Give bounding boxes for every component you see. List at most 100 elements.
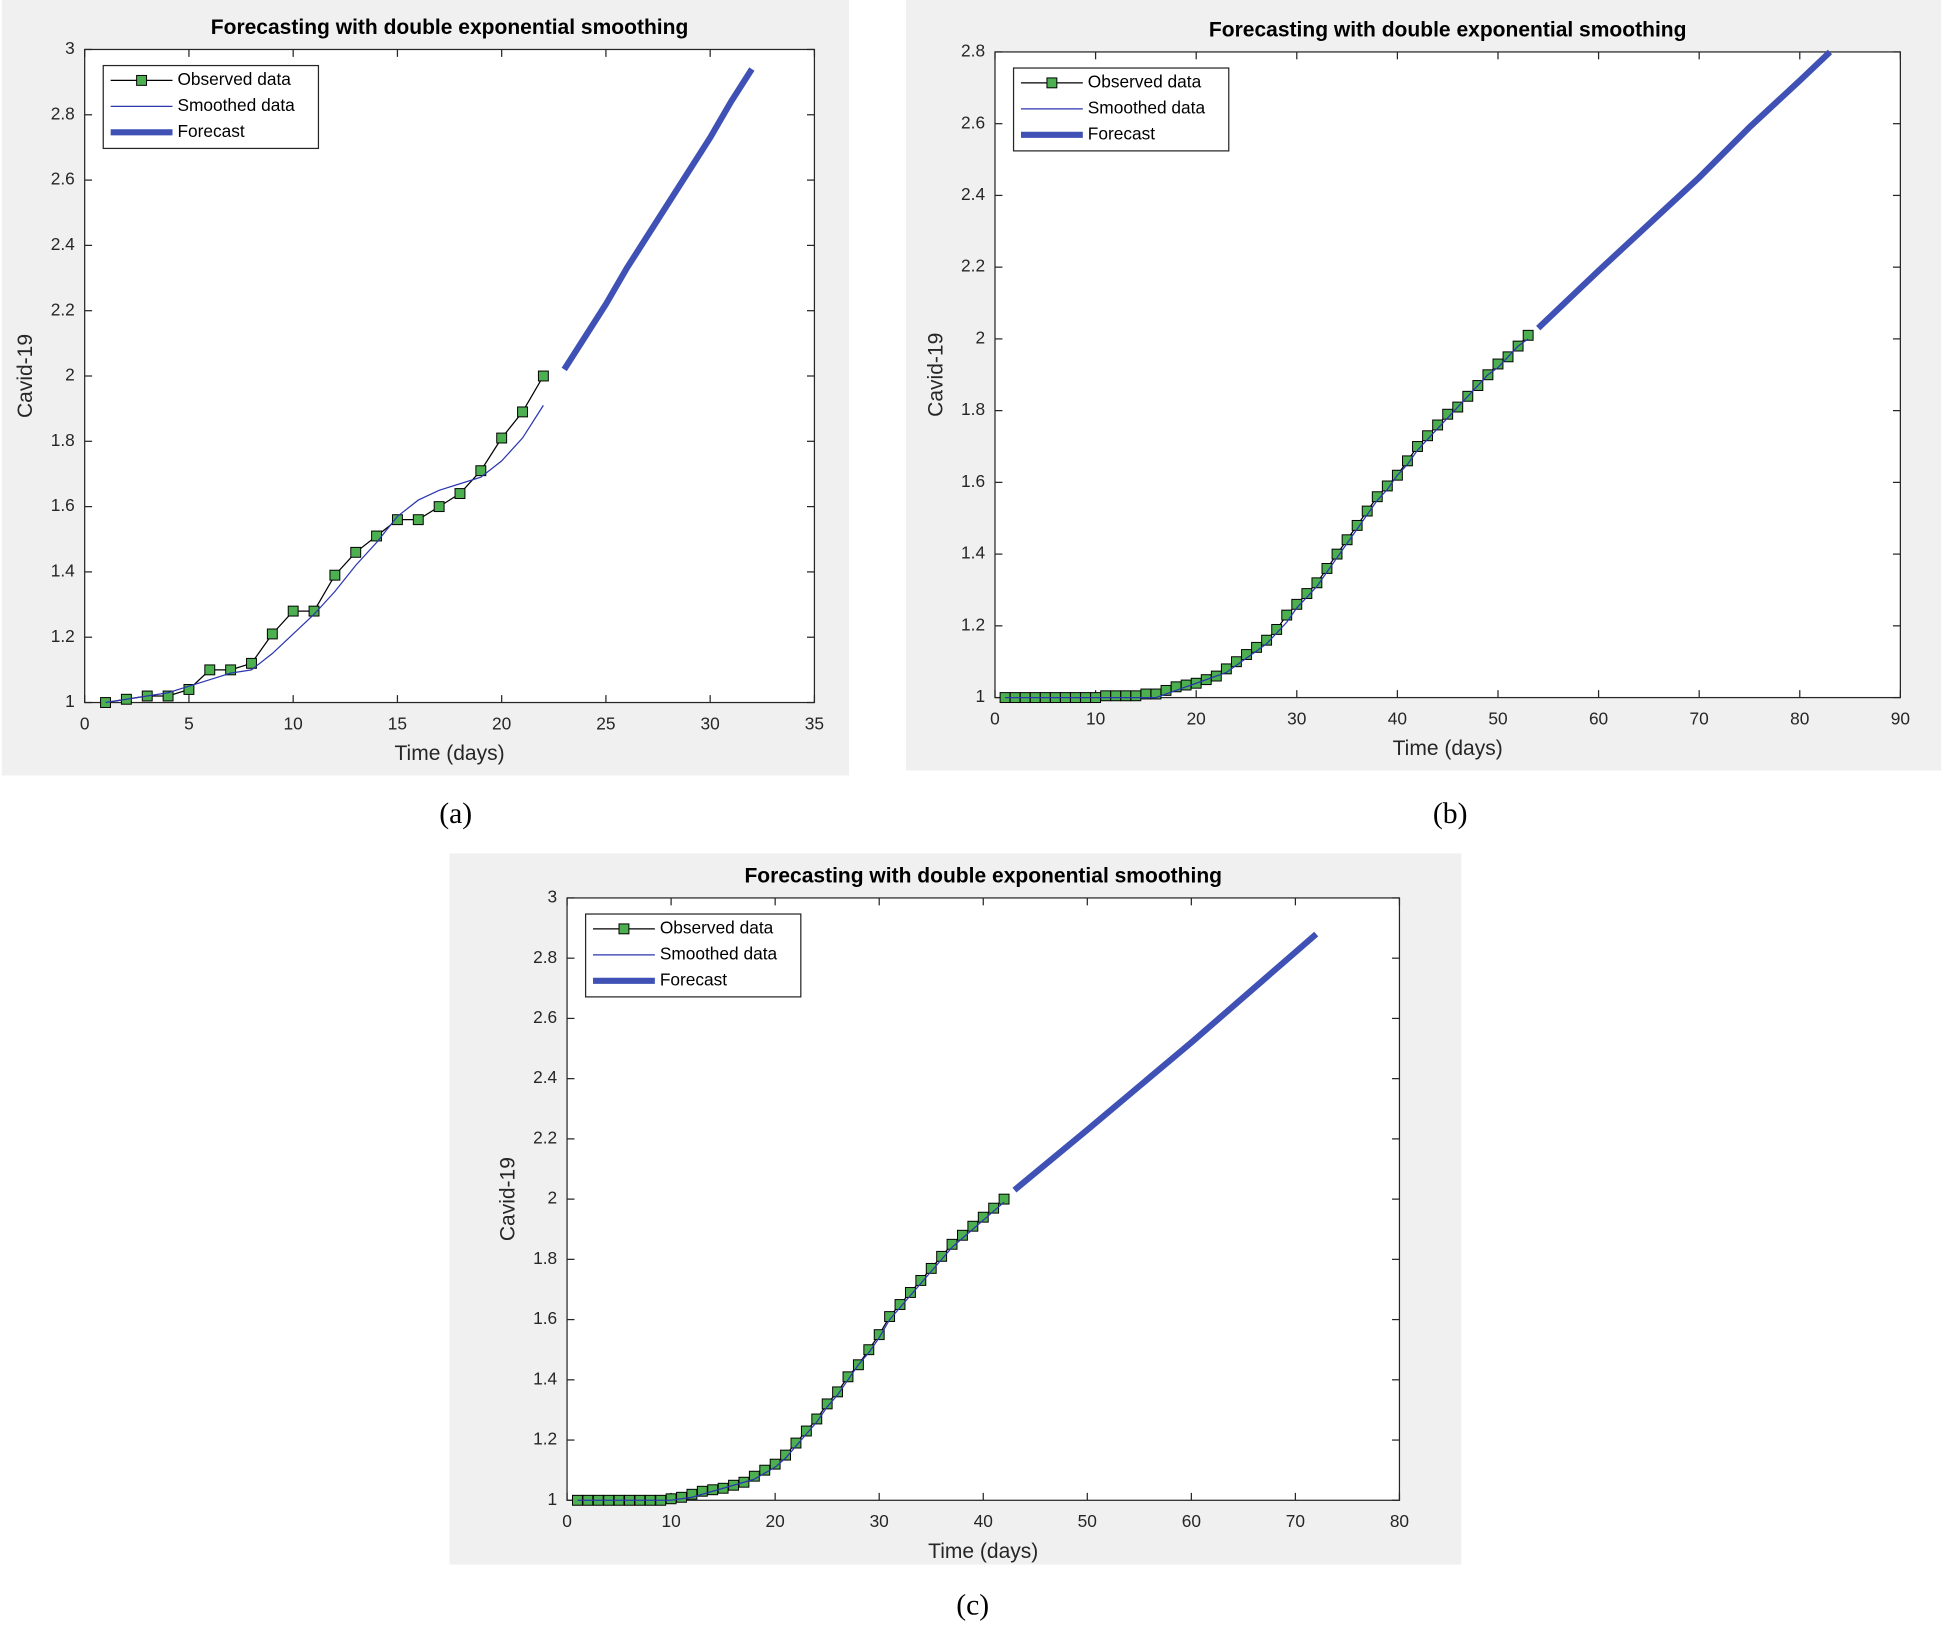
data-point [915,1274,927,1286]
chart-panel: 0 10 20 30 40 50 60 70 80 1 1.2 1.4 1.6 1.8 2 2.2 2.4 2.6… [449,853,1462,1622]
series-line [1536,49,1833,331]
x-tick-label: 90 [1891,708,1910,728]
plot-area [994,51,1901,699]
data-point [1291,598,1303,610]
data-point [1522,329,1534,341]
data-point [1120,690,1132,702]
data-point [412,514,424,526]
chart-title: Forecasting with double exponential smoo… [1209,18,1687,41]
data-point [665,1493,677,1505]
y-tick-label: 1.4 [533,1368,557,1388]
data-point [769,1458,781,1470]
data-point [1422,430,1434,442]
data-point [1381,480,1393,492]
series-line [1005,338,1529,699]
legend-marker [618,923,630,935]
chart-panel: 0 5 10 15 20 25 30 35 1 1.2 1.4 1.6 1.8 2 2.2 2.4 2.6 2.8… [1,0,850,830]
data-point [1412,441,1423,452]
data-point [967,1220,979,1232]
data-point [904,1287,916,1298]
x-tick-label: 40 [974,1511,993,1531]
y-tick-label: 2 [548,1188,558,1208]
y-tick-label: 2 [65,365,75,385]
x-tick-label: 20 [766,1511,785,1531]
legend-marker [136,74,148,86]
x-axis-label: Time (days) [928,1540,1038,1563]
data-point [371,530,383,542]
series-line [1012,931,1319,1193]
data-point [1371,491,1383,503]
chart-title: Forecasting with double exponential smoo… [744,864,1222,887]
y-tick-label: 2.2 [51,299,75,319]
legend-label: Observed data [660,917,774,937]
data-point [1492,358,1504,370]
data-point [1261,634,1273,646]
y-tick-label: 3 [548,887,558,907]
x-tick-label: 25 [596,713,615,733]
legend-marker [1046,77,1058,89]
data-point [246,657,257,669]
data-point [225,664,237,676]
legend-label: Forecast [660,969,727,989]
y-tick-label: 2.6 [533,1007,557,1027]
data-point [537,370,549,382]
data-point [998,1193,1010,1205]
data-point [936,1250,948,1262]
data-point [350,546,362,558]
y-tick-label: 2.2 [961,256,985,276]
data-point [811,1413,823,1425]
legend-label: Smoothed data [1088,97,1206,117]
legend-label: Forecast [177,121,244,141]
data-point [287,605,299,617]
legend-label: Observed data [1088,71,1202,91]
data-point [800,1425,812,1437]
y-axis-label: Cavid-19 [496,1157,519,1241]
data-point [1351,519,1363,531]
y-tick-label: 1 [975,686,985,706]
x-axis-label: Time (days) [1393,737,1503,760]
x-tick-label: 20 [492,713,511,733]
data-point [946,1238,958,1250]
chart-title: Forecasting with double exponential smoo… [211,16,689,39]
x-tick-label: 40 [1388,708,1407,728]
data-point [1361,505,1373,517]
x-tick-label: 80 [1790,708,1809,728]
chart-panel: 0 10 20 30 40 50 60 70 80 90 1 1.2 1.4 1.6 1.8 2 2.2 2.4 2… [905,0,1942,830]
data-point [1321,563,1333,574]
y-tick-label: 1.6 [51,495,75,515]
data-point [977,1211,989,1223]
y-tick-label: 2.8 [533,947,557,967]
data-point [988,1202,1000,1214]
y-tick-label: 1.6 [533,1308,557,1328]
data-point [686,1488,698,1500]
x-tick-label: 0 [80,713,90,733]
data-point [1311,577,1323,589]
y-tick-label: 1.4 [961,543,985,563]
y-tick-label: 1.2 [533,1429,557,1449]
x-tick-label: 0 [990,708,1000,728]
data-point [1432,419,1444,431]
data-point [842,1371,854,1383]
x-tick-label: 5 [184,713,194,733]
data-point [1130,690,1142,702]
data-point [517,406,528,418]
y-tick-label: 1.4 [51,560,75,580]
data-point [433,501,445,513]
x-tick-label: 30 [701,713,720,733]
y-tick-label: 3 [65,38,75,58]
y-tick-label: 2.4 [51,234,75,254]
data-point [956,1229,968,1241]
series-line [105,375,544,704]
data-point [1442,408,1454,420]
x-tick-label: 0 [562,1511,572,1531]
data-point [832,1386,844,1398]
y-axis-label: Cavid-19 [14,334,37,418]
series-line [577,1201,1005,1501]
data-point [475,465,487,477]
x-tick-label: 20 [1187,708,1206,728]
data-point [391,514,403,526]
y-tick-label: 1.8 [51,430,75,450]
data-point [1341,534,1353,546]
plot-area [84,48,816,704]
data-point [454,488,466,499]
